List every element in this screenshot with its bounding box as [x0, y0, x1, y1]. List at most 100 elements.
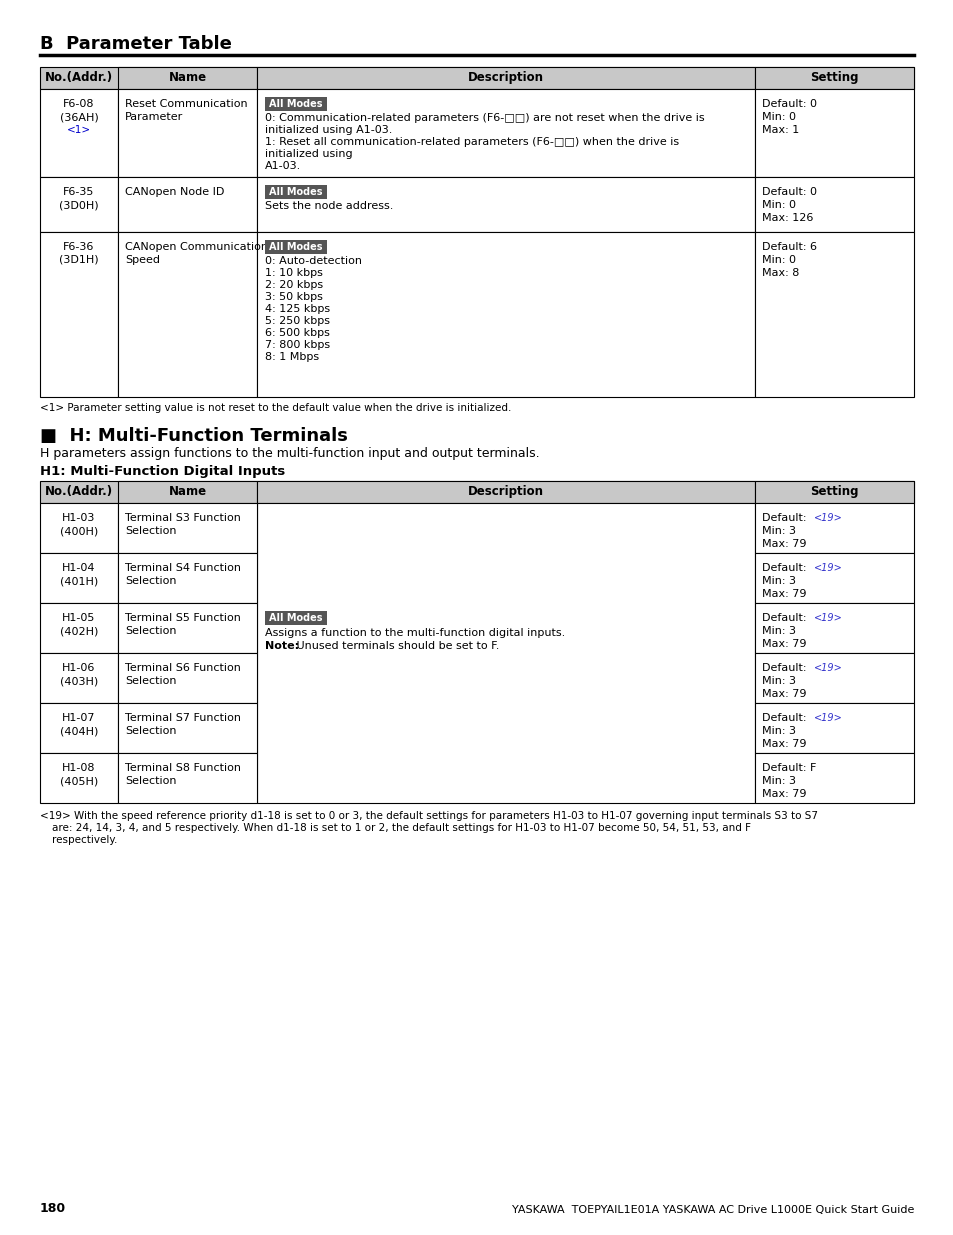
Bar	[256, 67, 754, 89]
Bar	[256, 232, 754, 396]
Text: 5: 250 kbps: 5: 250 kbps	[265, 316, 330, 326]
Text: Max: 79: Max: 79	[761, 589, 805, 599]
Text: <1> Parameter setting value is not reset to the default value when the drive is : <1> Parameter setting value is not reset…	[40, 403, 511, 412]
Text: Assigns a function to the multi-function digital inputs.: Assigns a function to the multi-function…	[265, 629, 565, 638]
Bar	[265, 611, 327, 625]
Bar	[40, 753, 118, 803]
Bar	[754, 553, 913, 603]
Text: initialized using A1-03.: initialized using A1-03.	[265, 125, 392, 135]
Bar	[40, 89, 118, 177]
Text: (3D0H): (3D0H)	[59, 200, 99, 210]
Bar	[118, 553, 256, 603]
Bar	[118, 703, 256, 753]
Text: Selection: Selection	[125, 526, 176, 536]
Bar	[754, 653, 913, 703]
Text: Terminal S4 Function: Terminal S4 Function	[125, 563, 241, 573]
Text: Selection: Selection	[125, 776, 176, 785]
Text: 4: 125 kbps: 4: 125 kbps	[265, 304, 330, 314]
Text: Selection: Selection	[125, 626, 176, 636]
Text: <19>: <19>	[813, 513, 841, 522]
Text: Unused terminals should be set to F.: Unused terminals should be set to F.	[293, 641, 498, 651]
Text: (404H): (404H)	[60, 726, 98, 736]
Text: Terminal S7 Function: Terminal S7 Function	[125, 713, 241, 722]
Text: Default:: Default:	[761, 613, 809, 622]
Text: 0: Communication-related parameters (F6-□□) are not reset when the drive is: 0: Communication-related parameters (F6-…	[265, 112, 704, 124]
Text: Name: Name	[169, 70, 207, 84]
Text: Sets the node address.: Sets the node address.	[265, 201, 393, 211]
Text: Description: Description	[468, 485, 543, 498]
Bar	[118, 603, 256, 653]
Text: Reset Communication: Reset Communication	[125, 99, 248, 109]
Bar	[754, 753, 913, 803]
Text: H1-08: H1-08	[62, 763, 95, 773]
Text: Max: 79: Max: 79	[761, 638, 805, 650]
Text: Note:: Note:	[265, 641, 299, 651]
Text: Setting: Setting	[809, 70, 858, 84]
Text: Terminal S5 Function: Terminal S5 Function	[125, 613, 240, 622]
Bar	[754, 603, 913, 653]
Text: Min: 3: Min: 3	[761, 726, 795, 736]
Text: All Modes: All Modes	[269, 242, 322, 252]
Text: B  Parameter Table: B Parameter Table	[40, 35, 232, 53]
Text: 0: Auto-detection: 0: Auto-detection	[265, 256, 361, 266]
Text: <19>: <19>	[813, 613, 841, 622]
Text: Default: 0: Default: 0	[761, 99, 816, 109]
Bar	[256, 480, 754, 503]
Text: All Modes: All Modes	[269, 99, 322, 109]
Text: Default: 6: Default: 6	[761, 242, 816, 252]
Bar	[754, 480, 913, 503]
Bar	[40, 232, 118, 396]
Text: (400H): (400H)	[60, 526, 98, 536]
Bar	[754, 232, 913, 396]
Bar	[118, 753, 256, 803]
Text: <19>: <19>	[813, 663, 841, 673]
Bar	[118, 177, 256, 232]
Text: H1-06: H1-06	[62, 663, 95, 673]
Text: Max: 79: Max: 79	[761, 739, 805, 748]
Text: Min: 0: Min: 0	[761, 200, 795, 210]
Text: H1-04: H1-04	[62, 563, 95, 573]
Text: Terminal S8 Function: Terminal S8 Function	[125, 763, 241, 773]
Text: (402H): (402H)	[60, 626, 98, 636]
Text: 1: 10 kbps: 1: 10 kbps	[265, 268, 322, 278]
Bar	[40, 703, 118, 753]
Text: Default:: Default:	[761, 713, 809, 722]
Bar	[40, 67, 913, 89]
Bar	[40, 603, 118, 653]
Bar	[256, 503, 754, 803]
Bar	[118, 89, 256, 177]
Text: Max: 126: Max: 126	[761, 212, 813, 224]
Bar	[40, 553, 118, 603]
Text: <19>: <19>	[813, 563, 841, 573]
Text: 7: 800 kbps: 7: 800 kbps	[265, 340, 330, 350]
Text: Default:: Default:	[761, 663, 809, 673]
Text: <19> With the speed reference priority d1-18 is set to 0 or 3, the default setti: <19> With the speed reference priority d…	[40, 811, 817, 821]
Text: H1-03: H1-03	[62, 513, 95, 522]
Text: A1-03.: A1-03.	[265, 161, 301, 170]
Text: YASKAWA  TOEPYAIL1E01A YASKAWA AC Drive L1000E Quick Start Guide: YASKAWA TOEPYAIL1E01A YASKAWA AC Drive L…	[511, 1205, 913, 1215]
Text: (401H): (401H)	[60, 576, 98, 585]
Text: H parameters assign functions to the multi-function input and output terminals.: H parameters assign functions to the mul…	[40, 447, 539, 459]
Text: Min: 3: Min: 3	[761, 776, 795, 785]
Text: 180: 180	[40, 1202, 66, 1215]
Text: H1-05: H1-05	[62, 613, 95, 622]
Bar	[40, 177, 118, 232]
Text: H1: Multi-Function Digital Inputs: H1: Multi-Function Digital Inputs	[40, 466, 285, 478]
Text: Selection: Selection	[125, 726, 176, 736]
Text: Max: 79: Max: 79	[761, 789, 805, 799]
Text: Min: 3: Min: 3	[761, 526, 795, 536]
Text: (3D1H): (3D1H)	[59, 254, 99, 266]
Text: Parameter: Parameter	[125, 112, 183, 122]
Bar	[118, 480, 256, 503]
Text: Max: 1: Max: 1	[761, 125, 799, 135]
Bar	[118, 653, 256, 703]
Text: No.(Addr.): No.(Addr.)	[45, 70, 113, 84]
Text: Terminal S3 Function: Terminal S3 Function	[125, 513, 240, 522]
Text: 8: 1 Mbps: 8: 1 Mbps	[265, 352, 319, 362]
Text: 1: Reset all communication-related parameters (F6-□□) when the drive is: 1: Reset all communication-related param…	[265, 137, 679, 147]
Text: ■  H: Multi-Function Terminals: ■ H: Multi-Function Terminals	[40, 427, 348, 445]
Text: (405H): (405H)	[60, 776, 98, 785]
Text: Max: 79: Max: 79	[761, 689, 805, 699]
Text: All Modes: All Modes	[269, 613, 322, 622]
Text: Default: F: Default: F	[761, 763, 816, 773]
